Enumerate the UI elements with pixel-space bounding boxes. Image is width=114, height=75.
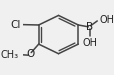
Text: B: B xyxy=(86,22,93,32)
Text: CH₃: CH₃ xyxy=(1,50,19,60)
Text: O: O xyxy=(26,49,34,59)
Text: Cl: Cl xyxy=(11,20,21,30)
Text: OH: OH xyxy=(82,38,96,48)
Text: OH: OH xyxy=(99,15,113,25)
